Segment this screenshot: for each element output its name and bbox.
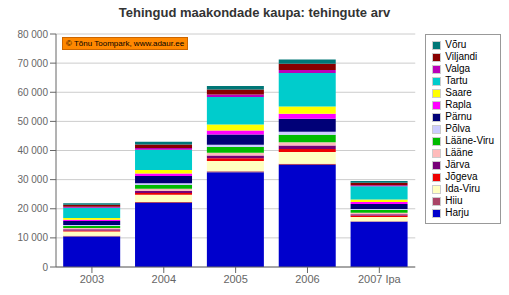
html-text:Viljandi: Viljandi [445, 51, 478, 62]
html-text:Ida-Viru: Ida-Viru [445, 183, 481, 194]
svg-text:2007 Ipa: 2007 Ipa [358, 273, 402, 285]
html-text:Saare: Saare [445, 87, 472, 98]
html-text:Hiiu: Hiiu [445, 195, 463, 206]
html-text:Lääne-Viru: Lääne-Viru [445, 135, 494, 146]
html-text:Põlva: Põlva [445, 123, 471, 134]
html-text:Valga: Valga [445, 63, 471, 74]
html-text:© Tõnu Toompark, www.adaur.ee: © Tõnu Toompark, www.adaur.ee [66, 39, 185, 48]
svg-text:30 000: 30 000 [17, 174, 48, 185]
svg-text:2004: 2004 [152, 273, 176, 285]
svg-text:0: 0 [42, 262, 48, 273]
html-text:Pärnu: Pärnu [445, 111, 472, 122]
html-text:Tehingud maakondade kaupa: teh: Tehingud maakondade kaupa: tehingute arv [118, 5, 391, 20]
html-text:Võru: Võru [445, 39, 467, 50]
svg-text:70 000: 70 000 [17, 58, 48, 69]
svg-text:60 000: 60 000 [17, 87, 48, 98]
html-text:Harju: Harju [445, 207, 470, 218]
html-text:Jõgeva: Jõgeva [445, 171, 478, 182]
svg-text:10 000: 10 000 [17, 232, 48, 243]
html-text:Lääne: Lääne [445, 147, 474, 158]
svg-text:80 000: 80 000 [17, 29, 48, 40]
svg-text:2005: 2005 [223, 273, 247, 285]
svg-text:2006: 2006 [295, 273, 319, 285]
svg-text:40 000: 40 000 [17, 145, 48, 156]
html-text:Rapla: Rapla [445, 99, 472, 110]
html-text:Tartu: Tartu [445, 75, 468, 86]
svg-text:50 000: 50 000 [17, 116, 48, 127]
html-text:Järva: Järva [445, 159, 470, 170]
svg-text:2003: 2003 [80, 273, 104, 285]
svg-text:20 000: 20 000 [17, 203, 48, 214]
